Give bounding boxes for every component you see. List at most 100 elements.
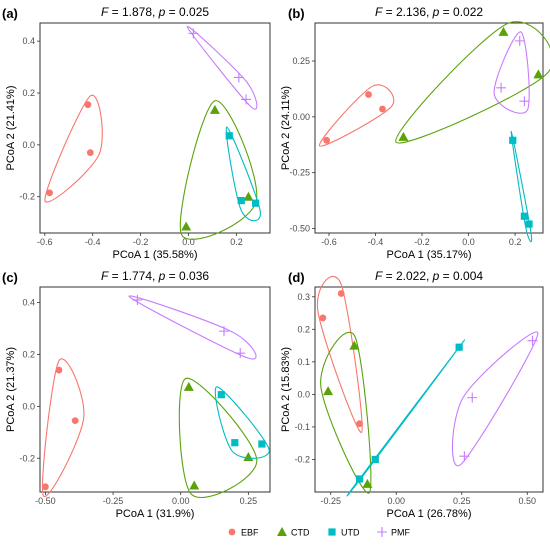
point-pmf <box>459 451 470 462</box>
y-tick-label: 0.3 <box>297 292 310 302</box>
hull-ctd <box>395 21 550 144</box>
point-pmf <box>219 326 229 337</box>
point-pmf <box>188 28 199 39</box>
point-utd <box>217 391 225 399</box>
hull-ctd <box>320 331 372 494</box>
hull-pmf <box>493 31 530 114</box>
legend-label: PMF <box>391 528 411 538</box>
point-pmf <box>514 35 525 46</box>
x-tick-label: 0.25 <box>240 496 258 506</box>
panel-title: F = 2.136, p = 0.022 <box>375 5 483 19</box>
hull-utd <box>214 386 270 459</box>
x-tick-label: 0.0 <box>182 237 195 247</box>
point-ctd <box>243 191 254 201</box>
panel-label: (a) <box>2 6 18 21</box>
x-axis-label: PCoA 1 (35.17%) <box>387 249 472 261</box>
x-tick-label: 0.50 <box>519 496 537 506</box>
x-tick-label: -0.25 <box>103 496 124 506</box>
hull-pmf <box>128 295 257 360</box>
y-axis-label: PCoA 2 (21.37%) <box>5 347 17 432</box>
panel-b: (b) F = 2.136, p = 0.022 -0.6 -0.4 -0.2 0.0 0.… <box>280 5 550 261</box>
hull-pmf <box>186 26 258 110</box>
point-ebf <box>46 189 53 197</box>
x-tick-label: -0.4 <box>368 237 384 247</box>
x-tick-label: 0.00 <box>172 496 190 506</box>
point-utd <box>509 136 517 144</box>
hull-ebf <box>316 276 363 433</box>
point-utd <box>520 212 528 220</box>
panel-title: F = 1.878, p = 0.025 <box>101 5 209 19</box>
plot-frame <box>314 286 544 493</box>
panel-c: (c) F = 1.774, p = 0.036 -0.50 -0.25 0.00 0.2… <box>2 269 271 520</box>
point-utd <box>225 132 233 140</box>
y-tick-label: 0.4 <box>22 298 35 308</box>
x-tick-label: -0.6 <box>37 237 53 247</box>
triangle-marker-icon <box>277 527 287 536</box>
x-tick-label: 0.2 <box>509 237 522 247</box>
point-utd <box>371 455 379 464</box>
legend-item-utd: UTD <box>328 528 360 538</box>
y-tick-label: 0.25 <box>292 56 310 66</box>
point-ctd <box>183 381 194 391</box>
legend-label: EBF <box>241 528 259 538</box>
x-tick-label: -0.6 <box>321 237 337 247</box>
hull-ctd <box>179 100 258 240</box>
point-ebf <box>86 149 94 157</box>
x-tick-label: 0.00 <box>387 496 405 506</box>
y-tick-label: -0.2 <box>19 192 35 202</box>
point-ebf <box>323 136 331 144</box>
point-pmf <box>519 96 530 107</box>
point-pmf <box>496 82 507 93</box>
x-axis-label: PCoA 1 (31.9%) <box>116 508 195 520</box>
x-axis-label: PCoA 1 (35.58%) <box>113 249 198 261</box>
legend-item-ctd: CTD <box>277 527 310 538</box>
point-ctd <box>362 478 373 488</box>
point-utd <box>258 440 266 448</box>
point-ctd <box>209 104 220 114</box>
panel-d: (d) F = 2.022, p = 0.004 -0.25 0.00 0.25 0.50… <box>280 269 544 520</box>
point-ebf <box>71 417 79 425</box>
hull-ctd <box>178 377 258 498</box>
point-ebf <box>319 314 327 322</box>
point-utd <box>252 199 260 207</box>
point-utd <box>231 439 239 447</box>
point-utd <box>525 220 533 228</box>
point-ebf <box>84 101 92 109</box>
hull-ebf <box>42 358 85 497</box>
x-tick-label: 0.0 <box>462 237 475 247</box>
hull-ebf <box>319 84 395 147</box>
plus-marker-icon <box>377 527 387 537</box>
hull-ebf <box>44 94 103 203</box>
legend-item-pmf: PMF <box>377 527 411 538</box>
point-ctd <box>349 340 360 350</box>
y-tick-label: 0.2 <box>22 88 35 98</box>
x-tick-label: -0.50 <box>35 496 56 506</box>
point-pmf <box>467 392 478 403</box>
plot-frame <box>39 22 271 234</box>
plot-frame <box>314 22 544 234</box>
y-axis-label: PCoA 2 (15.83%) <box>280 347 292 432</box>
point-ebf <box>42 483 49 491</box>
point-pmf <box>241 94 252 105</box>
point-ebf <box>337 290 345 297</box>
x-tick-label: -0.4 <box>85 237 101 247</box>
y-tick-label: 0.00 <box>292 112 310 122</box>
y-tick-label: 0.0 <box>22 401 35 411</box>
point-ctd <box>323 386 334 396</box>
y-tick-label: 0.2 <box>22 349 35 359</box>
point-ebf <box>365 91 372 98</box>
y-axis-label: PCoA 2 (21.41%) <box>5 86 17 171</box>
x-tick-label: 0.2 <box>230 237 243 247</box>
point-ctd <box>243 451 254 461</box>
y-tick-label: 0.2 <box>297 324 310 334</box>
point-ctd <box>498 26 509 36</box>
point-ctd <box>181 221 192 231</box>
point-pmf <box>527 335 538 346</box>
panel-title: F = 2.022, p = 0.004 <box>375 269 483 283</box>
circle-marker-icon <box>228 528 236 536</box>
point-pmf <box>132 294 143 305</box>
point-pmf <box>233 72 244 83</box>
y-tick-label: -0.2 <box>294 454 310 464</box>
legend-item-ebf: EBF <box>228 528 259 538</box>
